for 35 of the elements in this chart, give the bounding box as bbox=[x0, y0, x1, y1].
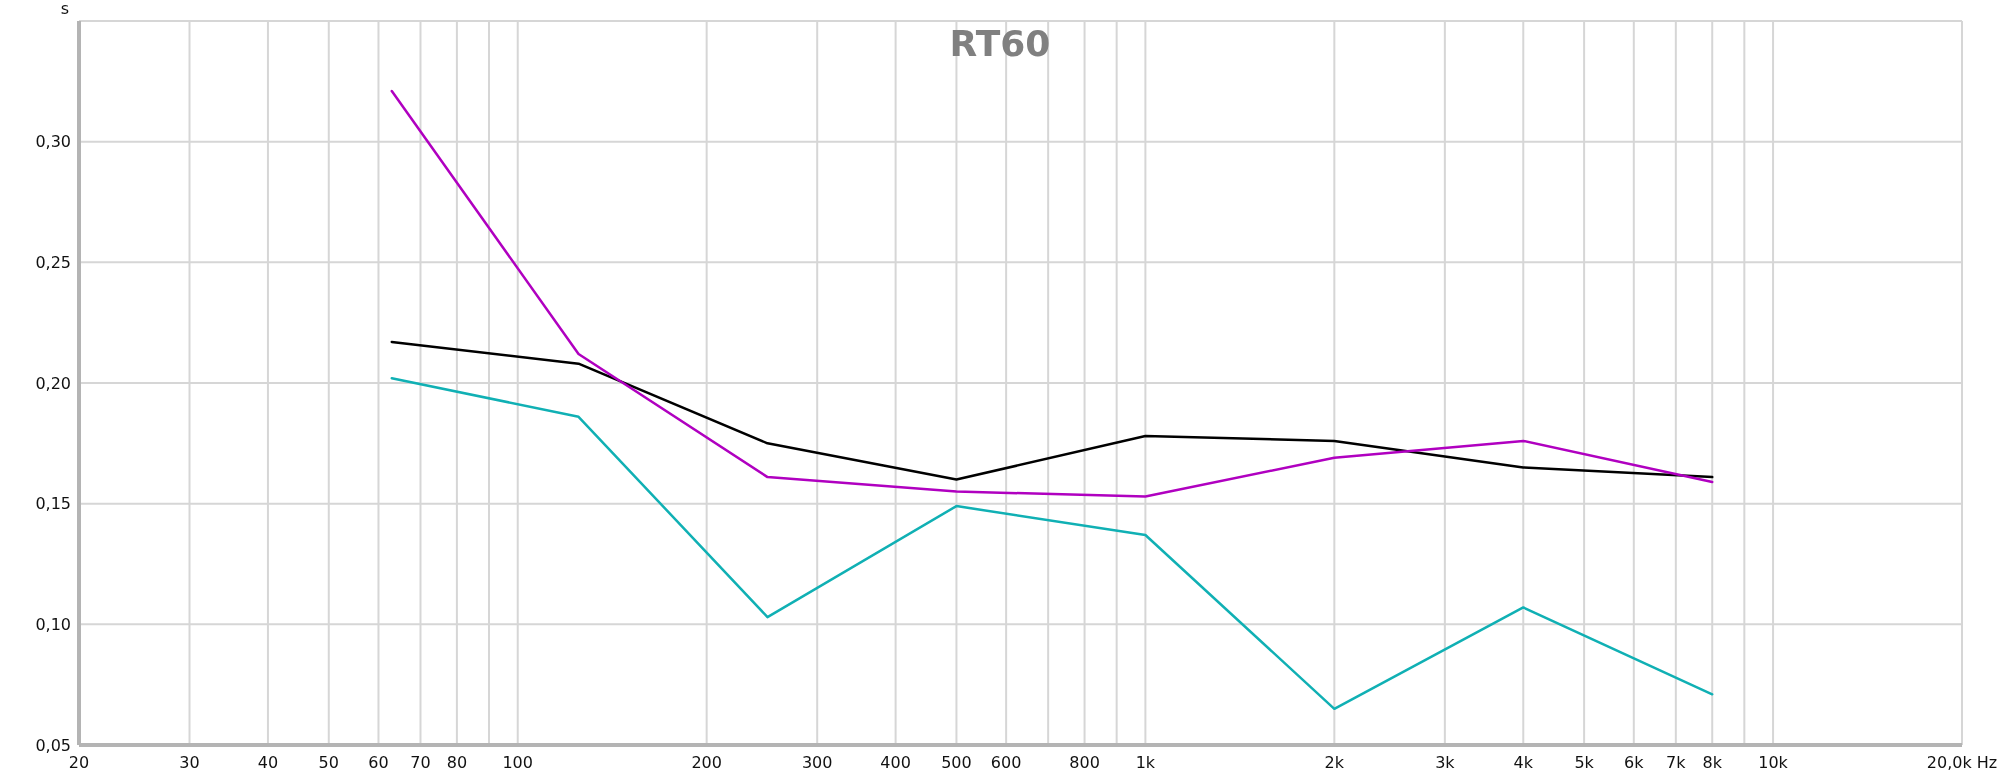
x-tick-label: 600 bbox=[990, 753, 1022, 773]
x-tick-label: 50 bbox=[318, 753, 339, 773]
x-tick-label: 400 bbox=[880, 753, 911, 773]
x-tick-label: 80 bbox=[446, 753, 468, 773]
y-tick-label: 0,20 bbox=[35, 373, 71, 393]
x-tick-label: 7k bbox=[1666, 753, 1687, 773]
x-tick-label: 5k bbox=[1574, 753, 1595, 773]
x-tick-label: 70 bbox=[410, 753, 431, 773]
x-tick-label: 3k bbox=[1435, 753, 1456, 773]
y-tick-label: 0,05 bbox=[35, 735, 71, 755]
y-axis-title: s bbox=[59, 0, 71, 18]
x-tick-label: 20 bbox=[68, 753, 90, 773]
x-tick-label: 6k bbox=[1624, 753, 1645, 773]
x-tick-label: 2k bbox=[1324, 753, 1345, 773]
x-tick-label: 300 bbox=[801, 753, 833, 773]
x-tick-label: 8k bbox=[1702, 753, 1723, 773]
x-tick-label: 500 bbox=[941, 753, 972, 773]
y-tick-label: 0,10 bbox=[35, 615, 71, 635]
y-tick-label: 0,15 bbox=[35, 494, 71, 514]
x-tick-label: 800 bbox=[1069, 753, 1100, 773]
line-series bbox=[390, 376, 1714, 711]
x-tick-label: 100 bbox=[502, 753, 533, 773]
x-tick-label: 30 bbox=[179, 753, 200, 773]
y-tick-label: 0,25 bbox=[35, 253, 71, 273]
x-tick-label: 20,0k Hz bbox=[1926, 753, 1998, 773]
x-tick-label: 1k bbox=[1135, 753, 1156, 773]
line-series bbox=[390, 340, 1714, 481]
x-tick-label: 200 bbox=[691, 753, 722, 773]
x-tick-label: 40 bbox=[257, 753, 279, 773]
x-tick-label: 4k bbox=[1513, 753, 1534, 773]
x-tick-label: 60 bbox=[368, 753, 389, 773]
x-tick-label: 10k bbox=[1758, 753, 1789, 773]
line-series bbox=[390, 89, 1714, 498]
y-tick-label: 0,30 bbox=[35, 132, 71, 152]
chart-title: RT60 bbox=[948, 23, 1052, 65]
